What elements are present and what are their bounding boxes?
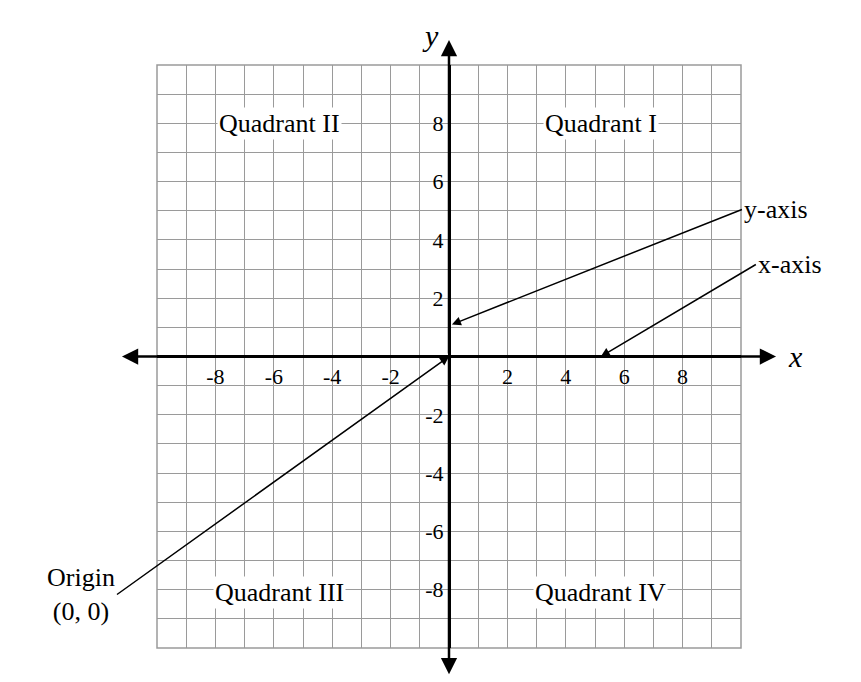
svg-text:y-axis: y-axis [744, 195, 808, 224]
svg-text:Origin(0, 0): Origin(0, 0) [47, 563, 115, 626]
svg-text:-4: -4 [425, 461, 443, 486]
svg-text:Quadrant III: Quadrant III [215, 578, 344, 607]
svg-text:-4: -4 [323, 364, 341, 389]
svg-text:y: y [422, 19, 439, 52]
svg-text:x: x [788, 340, 803, 373]
svg-text:6: 6 [433, 169, 444, 194]
svg-text:8: 8 [677, 364, 688, 389]
svg-text:x-axis: x-axis [758, 250, 822, 279]
svg-text:6: 6 [619, 364, 630, 389]
svg-text:8: 8 [433, 111, 444, 136]
svg-text:4: 4 [433, 228, 444, 253]
svg-text:2: 2 [433, 286, 444, 311]
svg-text:2: 2 [502, 364, 513, 389]
svg-text:-2: -2 [381, 364, 399, 389]
svg-text:Quadrant IV: Quadrant IV [535, 578, 666, 607]
svg-text:-8: -8 [425, 577, 443, 602]
svg-text:-6: -6 [265, 364, 283, 389]
svg-text:4: 4 [560, 364, 571, 389]
svg-text:Quadrant I: Quadrant I [545, 109, 657, 138]
svg-text:-2: -2 [425, 403, 443, 428]
svg-text:-6: -6 [425, 519, 443, 544]
svg-text:-8: -8 [206, 364, 224, 389]
svg-text:Quadrant II: Quadrant II [219, 109, 340, 138]
